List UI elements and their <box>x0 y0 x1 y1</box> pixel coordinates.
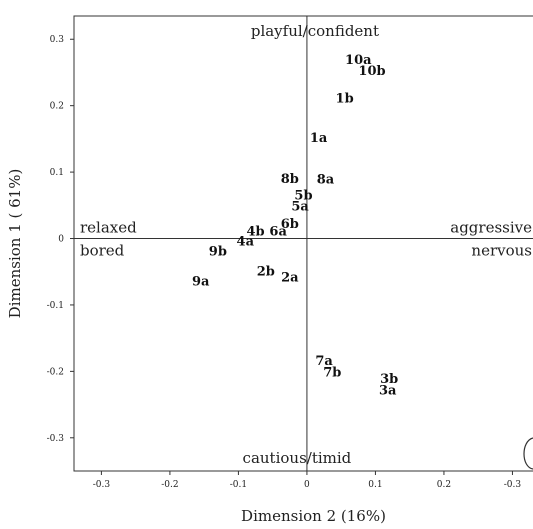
y-tick-label: 0.3 <box>50 35 65 45</box>
x-tick-label: 0.2 <box>437 480 451 490</box>
y-axis-ticks: 0.3 0.2 0.1 0 -0.1 -0.2 -0.3 <box>47 35 74 444</box>
y-tick-label: -0.1 <box>47 301 64 311</box>
point-label-10b: 10b <box>358 64 385 79</box>
x-axis-ticks: -0.3 -0.2 -0.1 0 0.1 0.2 -0.3 <box>93 471 522 490</box>
x-tick-label: 0.1 <box>368 480 382 490</box>
x-tick-label: -0.3 <box>504 480 522 490</box>
point-label-3a: 3a <box>379 383 397 398</box>
x-tick-label: -0.3 <box>93 480 111 490</box>
x-tick-label: -0.1 <box>230 480 247 490</box>
quadrant-label-right-upper: aggressive <box>450 219 532 237</box>
point-label-4b: 4b <box>246 225 264 240</box>
x-axis-label: Dimension 2 (16%) <box>241 507 386 525</box>
edge-ellipse-mark <box>523 437 533 470</box>
x-tick-label: 0 <box>304 480 310 490</box>
point-label-7a: 7a <box>315 354 333 369</box>
point-label-1b: 1b <box>336 92 354 107</box>
quadrant-label-right-lower: nervous <box>471 242 532 260</box>
point-label-5b: 5b <box>294 189 312 204</box>
point-label-8a: 8a <box>317 173 335 188</box>
point-label-9b: 9b <box>209 244 227 259</box>
y-tick-label: 0.2 <box>50 102 64 112</box>
point-label-3b: 3b <box>380 372 398 387</box>
point-label-9a: 9a <box>192 274 210 289</box>
point-label-5a: 5a <box>291 199 309 214</box>
x-tick-label: -0.2 <box>161 480 178 490</box>
point-label-7b: 7b <box>323 365 341 380</box>
point-label-10a: 10a <box>345 53 372 68</box>
quadrant-label-bottom: cautious/timid <box>243 449 352 467</box>
point-label-6b: 6b <box>281 217 299 232</box>
point-label-4a: 4a <box>237 235 255 250</box>
quadrant-label-left-upper: relaxed <box>80 219 137 237</box>
plot-frame <box>73 15 533 472</box>
quadrant-label-top: playful/confident <box>251 22 379 40</box>
point-label-8b: 8b <box>281 172 299 187</box>
point-label-6a: 6a <box>269 225 287 240</box>
y-tick-label: 0.1 <box>50 168 64 178</box>
y-axis-label: Dimension 1 ( 61%) <box>6 169 24 319</box>
y-tick-label: -0.3 <box>47 434 65 444</box>
point-label-2b: 2b <box>257 264 275 279</box>
y-tick-label: 0 <box>58 235 64 245</box>
y-tick-label: -0.2 <box>47 367 64 377</box>
point-label-1a: 1a <box>310 131 328 146</box>
quadrant-label-left-lower: bored <box>80 242 125 260</box>
point-label-2a: 2a <box>281 270 299 285</box>
